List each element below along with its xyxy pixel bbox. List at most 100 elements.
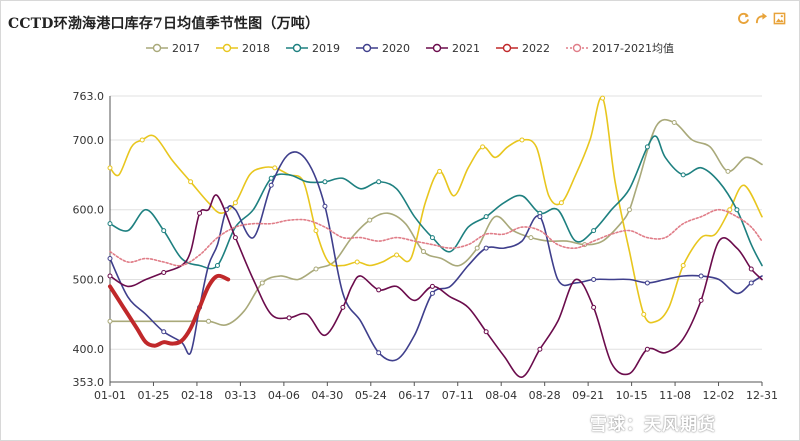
series-2018-point <box>480 144 486 150</box>
series-2021-point <box>340 304 346 310</box>
series-2019-point <box>591 228 597 234</box>
series-2021-line <box>109 194 763 378</box>
series-2020-point <box>483 245 489 251</box>
legend-item[interactable]: 2017-2021均值 <box>566 40 674 56</box>
series-2021-point <box>591 304 597 310</box>
legend-item[interactable]: 2022 <box>496 40 550 56</box>
toolbar <box>737 12 786 25</box>
series-2020-point <box>107 256 113 262</box>
series-2021-point <box>286 315 292 321</box>
series-2017-line <box>109 118 763 326</box>
series-2018-point <box>600 95 606 101</box>
y-tick-label: 500.0 <box>73 273 105 286</box>
series-2018-point <box>680 263 686 269</box>
series-2021-point <box>107 273 113 279</box>
x-tick-label: 08-04 <box>485 389 517 402</box>
series-2020-point <box>748 280 754 286</box>
legend-item[interactable]: 2021 <box>426 40 480 56</box>
x-tick-label: 11-08 <box>659 389 691 402</box>
x-tick-label: 07-11 <box>442 389 474 402</box>
series-2019-point <box>214 263 220 269</box>
series-2021-point <box>161 269 167 275</box>
series-2020-line <box>109 151 763 362</box>
save-image-icon[interactable] <box>773 12 786 25</box>
x-tick-label: 01-25 <box>137 389 169 402</box>
legend-item[interactable]: 2017 <box>146 40 200 56</box>
x-tick-label: 09-21 <box>572 389 604 402</box>
legend-swatch-icon <box>426 43 448 53</box>
series-2021-point <box>644 346 650 352</box>
legend-swatch-icon <box>496 43 518 53</box>
series-2018-point <box>641 311 647 317</box>
series-2019-point <box>161 228 167 234</box>
series-2021-point <box>232 235 238 241</box>
x-tick-label: 04-30 <box>311 389 343 402</box>
legend-label: 2021 <box>452 41 480 55</box>
series-2017-2021-line <box>109 208 763 267</box>
legend-label: 2018 <box>242 41 270 55</box>
series-2019-point <box>680 172 686 178</box>
legend-item[interactable]: 2018 <box>216 40 270 56</box>
y-tick-label: 763.0 <box>73 90 105 103</box>
legend-item[interactable]: 2019 <box>286 40 340 56</box>
series-2018-point <box>107 165 113 171</box>
legend-swatch-icon <box>146 43 168 53</box>
series-2020-point <box>376 350 382 356</box>
y-tick-label: 353.0 <box>73 376 105 389</box>
x-tick-label: 05-24 <box>355 389 387 402</box>
series-2020-point <box>429 290 435 296</box>
legend-item[interactable]: 2020 <box>356 40 410 56</box>
series-2020-point <box>537 214 543 220</box>
series-2017-point <box>259 280 265 286</box>
chart-legend: 2017 2018 2019 2020 2021 2022 2017-2021均值 <box>146 40 674 56</box>
y-tick-label: 600.0 <box>73 204 105 217</box>
series-2021-point <box>698 297 704 303</box>
series-2018-point <box>188 179 194 185</box>
series-2018-point <box>354 259 360 265</box>
legend-swatch-icon <box>216 43 238 53</box>
series-2018-point <box>313 228 319 234</box>
x-tick-label: 04-06 <box>268 389 300 402</box>
legend-swatch-icon <box>286 43 308 53</box>
y-tick-label: 400.0 <box>73 343 105 356</box>
x-tick-label: 10-15 <box>616 389 648 402</box>
x-tick-label: 01-01 <box>94 389 126 402</box>
series-2017-point <box>626 207 632 213</box>
series-2019-point <box>376 179 382 185</box>
series-2017-point <box>107 318 113 324</box>
y-tick-label: 700.0 <box>73 134 105 147</box>
legend-label: 2017-2021均值 <box>592 42 674 55</box>
series-2021-point <box>376 287 382 293</box>
x-tick-label: 02-18 <box>181 389 213 402</box>
series-2017-point <box>528 235 534 241</box>
series-2018-point <box>727 207 733 213</box>
series-2018-point <box>558 200 564 206</box>
series-2019-point <box>268 175 274 181</box>
share-icon[interactable] <box>755 12 768 25</box>
x-tick-label: 12-31 <box>746 389 778 402</box>
series-2021-point <box>748 266 754 272</box>
series-2020-point <box>644 280 650 286</box>
series-2017-point <box>420 249 426 255</box>
page-title: CCTD环渤海港口库存7日均值季节性图（万吨） <box>8 16 320 32</box>
series-2019-point <box>644 144 650 150</box>
series-2018-point <box>272 165 278 171</box>
legend-label: 2019 <box>312 41 340 55</box>
series-2019-point <box>322 179 328 185</box>
series-2021-point <box>537 346 543 352</box>
series-2019-line <box>109 135 763 270</box>
series-2018-point <box>394 252 400 258</box>
refresh-icon[interactable] <box>737 12 750 25</box>
series-2020-point <box>591 276 597 282</box>
x-tick-label: 08-28 <box>529 389 561 402</box>
series-2017-point <box>725 168 731 174</box>
x-tick-label: 12-02 <box>703 389 735 402</box>
legend-label: 2020 <box>382 41 410 55</box>
series-2022-line <box>108 273 231 348</box>
series-2020-point <box>698 273 704 279</box>
legend-label: 2017 <box>172 41 200 55</box>
series-2019-point <box>429 235 435 241</box>
watermark-text: 雪球：天风期货 <box>590 415 716 435</box>
series-2017-point <box>313 266 319 272</box>
